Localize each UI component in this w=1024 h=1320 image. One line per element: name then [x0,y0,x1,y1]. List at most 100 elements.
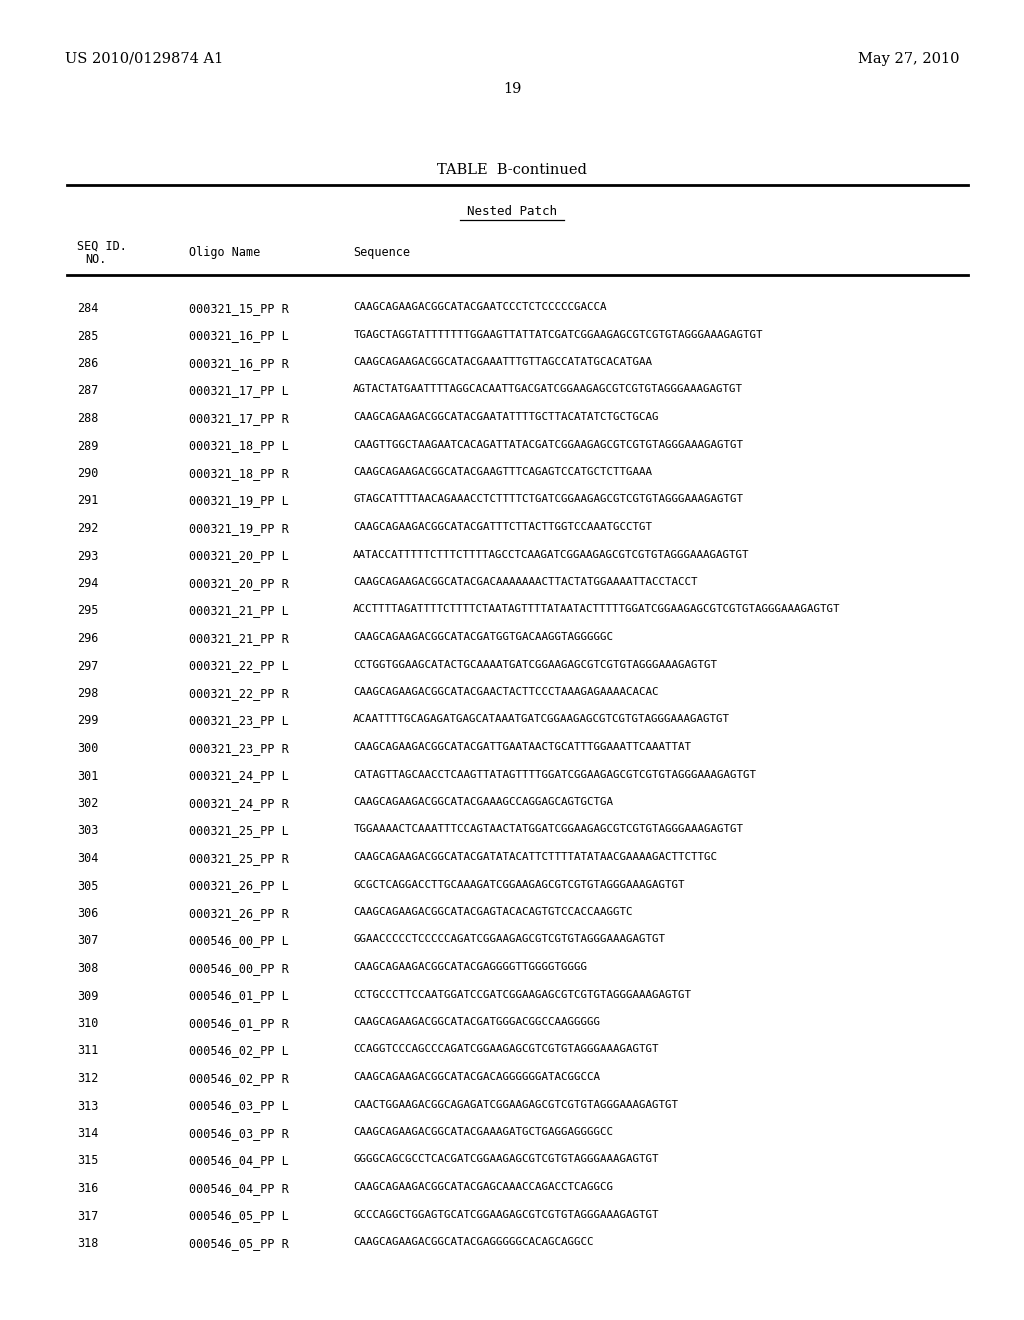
Text: 315: 315 [77,1155,98,1167]
Text: CAAGCAGAAGACGGCATACGAATCCCTCTCCCCCGACCA: CAAGCAGAAGACGGCATACGAATCCCTCTCCCCCGACCA [353,302,607,312]
Text: CAAGCAGAAGACGGCATACGAAAGATGCTGAGGAGGGGCC: CAAGCAGAAGACGGCATACGAAAGATGCTGAGGAGGGGCC [353,1127,613,1137]
Text: CAAGCAGAAGACGGCATACGACAAAAAAACTTACTATGGAAAATTACCTACCT: CAAGCAGAAGACGGCATACGACAAAAAAACTTACTATGGA… [353,577,697,587]
Text: CAAGCAGAAGACGGCATACGATGGGACGGCCAAGGGGG: CAAGCAGAAGACGGCATACGATGGGACGGCCAAGGGGG [353,1016,600,1027]
Text: 301: 301 [77,770,98,783]
Text: CAAGCAGAAGACGGCATACGAGGGGGCACAGCAGGCC: CAAGCAGAAGACGGCATACGAGGGGGCACAGCAGGCC [353,1237,594,1247]
Text: 300: 300 [77,742,98,755]
Text: 000321_18_PP R: 000321_18_PP R [189,467,289,480]
Text: CAAGCAGAAGACGGCATACGATGGTGACAAGGTAGGGGGC: CAAGCAGAAGACGGCATACGATGGTGACAAGGTAGGGGGC [353,632,613,642]
Text: TABLE  B-continued: TABLE B-continued [437,162,587,177]
Text: TGGAAAACTCAAATTTCCAGTAACTATGGATCGGAAGAGCGTCGTGTAGGGAAAGAGTGT: TGGAAAACTCAAATTTCCAGTAACTATGGATCGGAAGAGC… [353,825,743,834]
Text: 000546_00_PP R: 000546_00_PP R [189,962,289,975]
Text: 295: 295 [77,605,98,618]
Text: 000321_15_PP R: 000321_15_PP R [189,302,289,315]
Text: SEQ ID.: SEQ ID. [77,240,127,253]
Text: 294: 294 [77,577,98,590]
Text: 000321_19_PP L: 000321_19_PP L [189,495,289,507]
Text: 000321_16_PP L: 000321_16_PP L [189,330,289,342]
Text: US 2010/0129874 A1: US 2010/0129874 A1 [65,51,223,66]
Text: 305: 305 [77,879,98,892]
Text: 000321_17_PP L: 000321_17_PP L [189,384,289,397]
Text: 303: 303 [77,825,98,837]
Text: 304: 304 [77,851,98,865]
Text: 288: 288 [77,412,98,425]
Text: 000546_04_PP R: 000546_04_PP R [189,1181,289,1195]
Text: 293: 293 [77,549,98,562]
Text: ACAATTTTGCAGAGATGAGCATAAATGATCGGAAGAGCGTCGTGTAGGGAAAGAGTGT: ACAATTTTGCAGAGATGAGCATAAATGATCGGAAGAGCGT… [353,714,730,725]
Text: 310: 310 [77,1016,98,1030]
Text: 000321_18_PP L: 000321_18_PP L [189,440,289,453]
Text: 000546_05_PP R: 000546_05_PP R [189,1237,289,1250]
Text: TGAGCTAGGTATTTTTTTGGAAGTTATTATCGATCGGAAGAGCGTCGTGTAGGGAAAGAGTGT: TGAGCTAGGTATTTTTTTGGAAGTTATTATCGATCGGAAG… [353,330,763,339]
Text: GTAGCATTTTAACAGAAACCTCTTTTCTGATCGGAAGAGCGTCGTGTAGGGAAAGAGTGT: GTAGCATTTTAACAGAAACCTCTTTTCTGATCGGAAGAGC… [353,495,743,504]
Text: 309: 309 [77,990,98,1002]
Text: 000546_02_PP L: 000546_02_PP L [189,1044,289,1057]
Text: 289: 289 [77,440,98,453]
Text: 000321_24_PP L: 000321_24_PP L [189,770,289,783]
Text: NO.: NO. [85,253,106,267]
Text: GGAACCCCCTCCCCCAGATCGGAAGAGCGTCGTGTAGGGAAAGAGTGT: GGAACCCCCTCCCCCAGATCGGAAGAGCGTCGTGTAGGGA… [353,935,666,945]
Text: CAAGCAGAAGACGGCATACGATTGAATAACTGCATTTGGAAATTCAAATTAT: CAAGCAGAAGACGGCATACGATTGAATAACTGCATTTGGA… [353,742,691,752]
Text: GCCCAGGCTGGAGTGCATCGGAAGAGCGTCGTGTAGGGAAAGAGTGT: GCCCAGGCTGGAGTGCATCGGAAGAGCGTCGTGTAGGGAA… [353,1209,658,1220]
Text: 284: 284 [77,302,98,315]
Text: 000321_22_PP L: 000321_22_PP L [189,660,289,672]
Text: 000321_20_PP R: 000321_20_PP R [189,577,289,590]
Text: 287: 287 [77,384,98,397]
Text: 000321_24_PP R: 000321_24_PP R [189,797,289,810]
Text: 000321_25_PP L: 000321_25_PP L [189,825,289,837]
Text: Nested Patch: Nested Patch [467,205,557,218]
Text: 000321_25_PP R: 000321_25_PP R [189,851,289,865]
Text: 000321_19_PP R: 000321_19_PP R [189,521,289,535]
Text: 298: 298 [77,686,98,700]
Text: 000546_02_PP R: 000546_02_PP R [189,1072,289,1085]
Text: CCTGCCCTTCCAATGGATCCGATCGGAAGAGCGTCGTGTAGGGAAAGAGTGT: CCTGCCCTTCCAATGGATCCGATCGGAAGAGCGTCGTGTA… [353,990,691,999]
Text: CATAGTTAGCAACCTCAAGTTATAGTTTTGGATCGGAAGAGCGTCGTGTAGGGAAAGAGTGT: CATAGTTAGCAACCTCAAGTTATAGTTTTGGATCGGAAGA… [353,770,757,780]
Text: 000321_22_PP R: 000321_22_PP R [189,686,289,700]
Text: CAAGTTGGCTAAGAATCACAGATTATACGATCGGAAGAGCGTCGTGTAGGGAAAGAGTGT: CAAGTTGGCTAAGAATCACAGATTATACGATCGGAAGAGC… [353,440,743,450]
Text: 292: 292 [77,521,98,535]
Text: 000321_21_PP L: 000321_21_PP L [189,605,289,618]
Text: CAAGCAGAAGACGGCATACGAGTACACAGTGTCCACCAAGGTC: CAAGCAGAAGACGGCATACGAGTACACAGTGTCCACCAAG… [353,907,633,917]
Text: 316: 316 [77,1181,98,1195]
Text: 302: 302 [77,797,98,810]
Text: CAAGCAGAAGACGGCATACGAACTACTTCCCTAAAGAGAAAACACAC: CAAGCAGAAGACGGCATACGAACTACTTCCCTAAAGAGAA… [353,686,658,697]
Text: AATACCATTTTTCTTTCTTTTAGCCTCAAGATCGGAAGAGCGTCGTGTAGGGAAAGAGTGT: AATACCATTTTTCTTTCTTTTAGCCTCAAGATCGGAAGAG… [353,549,750,560]
Text: 306: 306 [77,907,98,920]
Text: CAAGCAGAAGACGGCATACGAAAGCCAGGAGCAGTGCTGA: CAAGCAGAAGACGGCATACGAAAGCCAGGAGCAGTGCTGA [353,797,613,807]
Text: 000321_26_PP R: 000321_26_PP R [189,907,289,920]
Text: 317: 317 [77,1209,98,1222]
Text: 286: 286 [77,356,98,370]
Text: 000321_17_PP R: 000321_17_PP R [189,412,289,425]
Text: 000321_21_PP R: 000321_21_PP R [189,632,289,645]
Text: 312: 312 [77,1072,98,1085]
Text: CAAGCAGAAGACGGCATACGAGGGGTTGGGGTGGGG: CAAGCAGAAGACGGCATACGAGGGGTTGGGGTGGGG [353,962,588,972]
Text: 313: 313 [77,1100,98,1113]
Text: ACCTTTTAGATTTTCTTTTCTAATAGTTTTATAATACTTTTTGGATCGGAAGAGCGTCGTGTAGGGAAAGAGTGT: ACCTTTTAGATTTTCTTTTCTAATAGTTTTATAATACTTT… [353,605,841,615]
Text: 318: 318 [77,1237,98,1250]
Text: 299: 299 [77,714,98,727]
Text: 314: 314 [77,1127,98,1140]
Text: 297: 297 [77,660,98,672]
Text: 000546_01_PP L: 000546_01_PP L [189,990,289,1002]
Text: CAAGCAGAAGACGGCATACGATATACATTCTTTTATATAACGAAAAGACTTCTTGC: CAAGCAGAAGACGGCATACGATATACATTCTTTTATATAA… [353,851,717,862]
Text: CAACTGGAAGACGGCAGAGATCGGAAGAGCGTCGTGTAGGGAAAGAGTGT: CAACTGGAAGACGGCAGAGATCGGAAGAGCGTCGTGTAGG… [353,1100,678,1110]
Text: AGTACTATGAATTTTAGGCACAATTGACGATCGGAAGAGCGTCGTGTAGGGAAAGAGTGT: AGTACTATGAATTTTAGGCACAATTGACGATCGGAAGAGC… [353,384,743,395]
Text: 000546_04_PP L: 000546_04_PP L [189,1155,289,1167]
Text: 000321_26_PP L: 000321_26_PP L [189,879,289,892]
Text: 307: 307 [77,935,98,948]
Text: CCAGGTCCCAGCCCAGATCGGAAGAGCGTCGTGTAGGGAAAGAGTGT: CCAGGTCCCAGCCCAGATCGGAAGAGCGTCGTGTAGGGAA… [353,1044,658,1055]
Text: 290: 290 [77,467,98,480]
Text: CCTGGTGGAAGCATACTGCAAAATGATCGGAAGAGCGTCGTGTAGGGAAAGAGTGT: CCTGGTGGAAGCATACTGCAAAATGATCGGAAGAGCGTCG… [353,660,717,669]
Text: Oligo Name: Oligo Name [189,246,261,259]
Text: 000321_23_PP L: 000321_23_PP L [189,714,289,727]
Text: CAAGCAGAAGACGGCATACGAGCAAACCAGACCTCAGGCG: CAAGCAGAAGACGGCATACGAGCAAACCAGACCTCAGGCG [353,1181,613,1192]
Text: 19: 19 [503,82,521,96]
Text: Sequence: Sequence [353,246,411,259]
Text: GGGGCAGCGCCTCACGATCGGAAGAGCGTCGTGTAGGGAAAGAGTGT: GGGGCAGCGCCTCACGATCGGAAGAGCGTCGTGTAGGGAA… [353,1155,658,1164]
Text: 311: 311 [77,1044,98,1057]
Text: 285: 285 [77,330,98,342]
Text: May 27, 2010: May 27, 2010 [858,51,961,66]
Text: 000546_03_PP R: 000546_03_PP R [189,1127,289,1140]
Text: 000546_03_PP L: 000546_03_PP L [189,1100,289,1113]
Text: CAAGCAGAAGACGGCATACGAAATTTGTTAGCCATATGCACATGAA: CAAGCAGAAGACGGCATACGAAATTTGTTAGCCATATGCA… [353,356,652,367]
